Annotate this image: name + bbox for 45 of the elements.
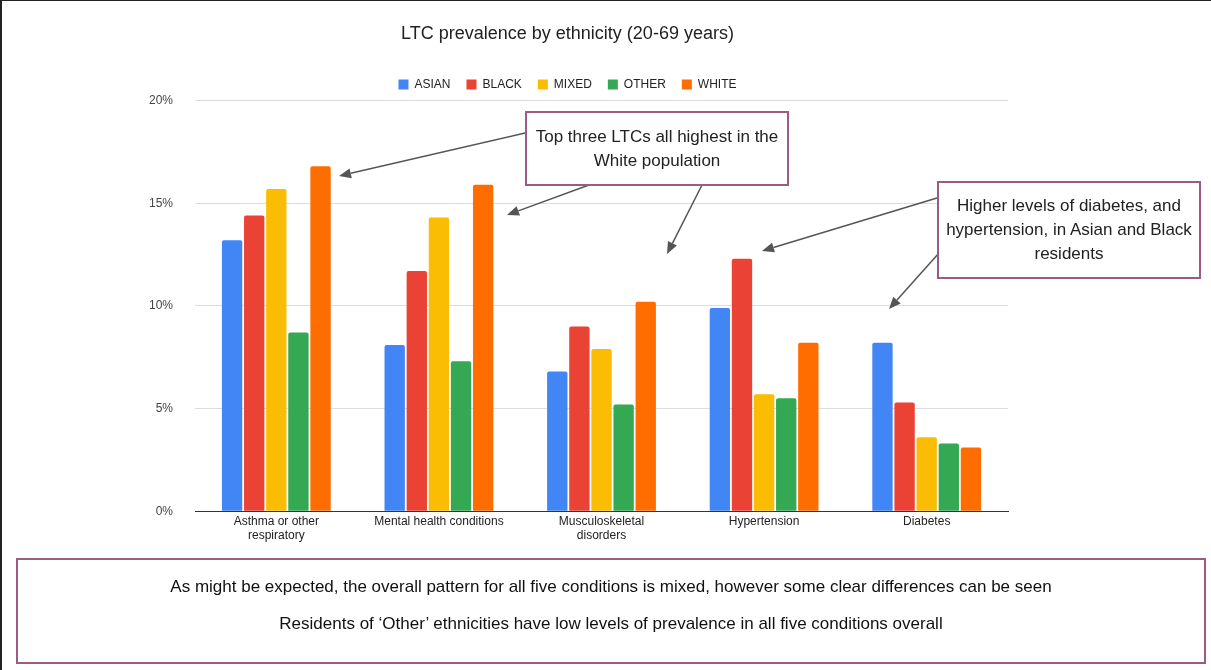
bar: [613, 404, 634, 511]
y-tick-label: 0%: [155, 503, 174, 518]
bar: [428, 217, 450, 511]
chart-title: LTC prevalence by ethnicity (20-69 years): [401, 22, 734, 43]
bar: [894, 402, 915, 511]
bar: [776, 398, 797, 511]
legend-label: BLACK: [482, 76, 522, 91]
x-tick-label: Asthma or other respiratory: [233, 513, 319, 543]
bar: [709, 307, 731, 511]
legend-label: WHITE: [697, 76, 737, 91]
annotation: Higher levels of diabetes, and hypertension, in Asian and Black residents: [937, 181, 1201, 279]
bar: [753, 394, 775, 511]
text: Residents of ‘Other’ ethnicities have low levels of prevalence in all five conditions overall: [278, 614, 944, 634]
bar: [731, 258, 753, 511]
y-tick-label: 15%: [148, 195, 174, 210]
bar: [547, 371, 568, 511]
y-tick-label: 20%: [148, 92, 174, 107]
y-tick-label: 5%: [155, 400, 174, 415]
bar: [384, 344, 405, 511]
x-tick-label: Diabetes: [903, 513, 951, 528]
bar: [472, 184, 494, 511]
bar: [569, 326, 590, 511]
bar: [591, 349, 612, 511]
bar: [916, 437, 937, 511]
x-tick-label: Hypertension: [728, 513, 800, 528]
bar: [406, 271, 427, 511]
bar: [635, 301, 656, 511]
bar: [310, 166, 331, 511]
annotation: Top three LTCs all highest in the White population: [525, 111, 789, 186]
x-tick-label: Musculoskeletal disorders: [558, 513, 645, 543]
bar: [266, 188, 287, 511]
bar: [872, 342, 893, 511]
bar: [938, 443, 959, 511]
legend-label: OTHER: [623, 76, 667, 91]
x-tick-label: Mental health conditions: [374, 513, 504, 528]
bar: [221, 240, 243, 511]
bar: [960, 447, 982, 511]
bar: [798, 342, 819, 511]
bar: [450, 361, 472, 511]
legend-label: MIXED: [553, 76, 593, 91]
text: As might be expected, the overall pattern for all five conditions is mixed, however some clear differences can be seen: [169, 577, 1053, 597]
y-tick-label: 10%: [148, 298, 174, 313]
bar: [288, 332, 309, 511]
legend-label: ASIAN: [414, 76, 451, 91]
bar: [244, 215, 265, 511]
